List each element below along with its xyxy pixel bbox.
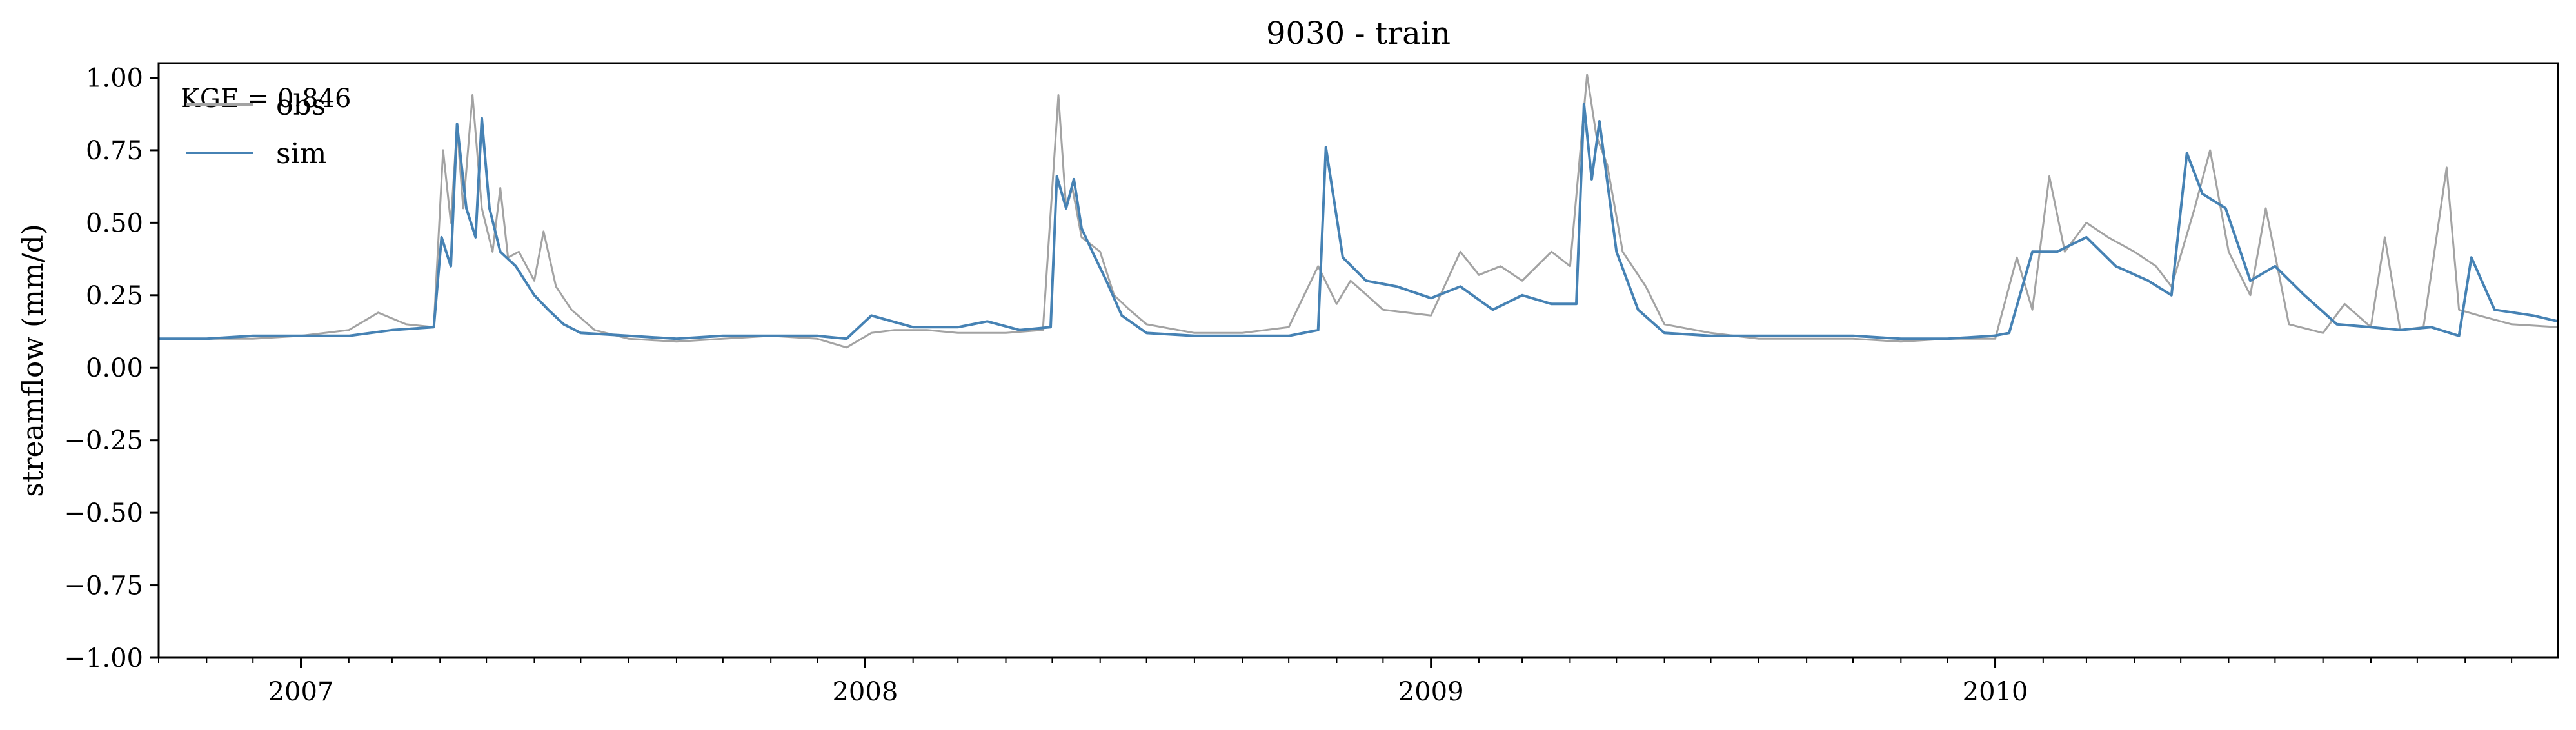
plot-frame — [157, 62, 2559, 659]
y-tick-label: 1.00 — [86, 63, 143, 93]
y-tick-label: 0.25 — [86, 281, 143, 311]
plot-area — [159, 74, 2559, 349]
kge-annotation: KGE = 0.846 — [181, 84, 352, 113]
series-line-sim — [159, 103, 2559, 340]
legend-label-obs: obs — [276, 89, 326, 122]
y-tick-label: −0.50 — [64, 498, 143, 528]
legend: obs sim — [186, 89, 326, 170]
y-tick-label: −0.25 — [64, 426, 143, 456]
y-tick-label: 0.00 — [86, 353, 143, 383]
x-tick-label: 2009 — [1398, 677, 1464, 707]
chart-title: 9030 - train — [1266, 15, 1451, 52]
y-tick-label: 0.50 — [86, 208, 143, 238]
y-axis: −1.00 −0.75 −0.50 −0.25 0.00 0.25 0.50 0.75 1.00 — [64, 63, 159, 673]
series-line-obs — [159, 74, 2559, 349]
x-tick-label: 2008 — [832, 677, 898, 707]
x-tick-label: 2010 — [1963, 677, 2028, 707]
y-tick-label: 0.75 — [86, 136, 143, 166]
y-tick-label: −0.75 — [64, 571, 143, 601]
y-tick-label: −1.00 — [64, 644, 143, 673]
legend-label-sim: sim — [276, 137, 326, 170]
x-axis: 2007 2008 2009 2010 — [158, 658, 2513, 707]
y-axis-title: streamflow (mm/d) — [17, 224, 50, 497]
x-tick-label: 2007 — [268, 677, 334, 707]
